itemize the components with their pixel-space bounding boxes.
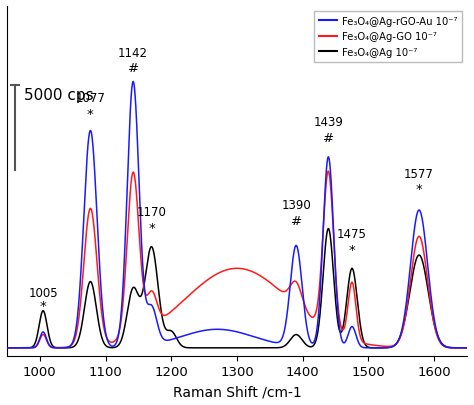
Text: *: *	[40, 299, 46, 312]
Text: *: *	[148, 221, 155, 234]
Text: *: *	[416, 183, 422, 196]
Text: 1475: 1475	[337, 228, 367, 241]
Legend: Fe₃O₄@Ag-rGO-Au 10⁻⁷, Fe₃O₄@Ag-GO 10⁻⁷, Fe₃O₄@Ag 10⁻⁷: Fe₃O₄@Ag-rGO-Au 10⁻⁷, Fe₃O₄@Ag-GO 10⁻⁷, …	[314, 12, 462, 63]
Text: 1170: 1170	[137, 205, 166, 218]
Text: 5000 cps: 5000 cps	[24, 87, 94, 102]
Text: 1142: 1142	[118, 47, 148, 60]
Text: *: *	[87, 108, 94, 121]
Text: *: *	[349, 244, 356, 257]
Text: 1077: 1077	[75, 92, 105, 105]
Text: 1439: 1439	[313, 115, 343, 128]
Text: 1005: 1005	[28, 286, 58, 299]
Text: #: #	[128, 62, 139, 75]
Text: #: #	[291, 215, 302, 228]
Text: #: #	[323, 132, 334, 145]
X-axis label: Raman Shift /cm-1: Raman Shift /cm-1	[173, 384, 301, 398]
Text: 1577: 1577	[404, 167, 434, 180]
Text: 1390: 1390	[281, 199, 311, 212]
